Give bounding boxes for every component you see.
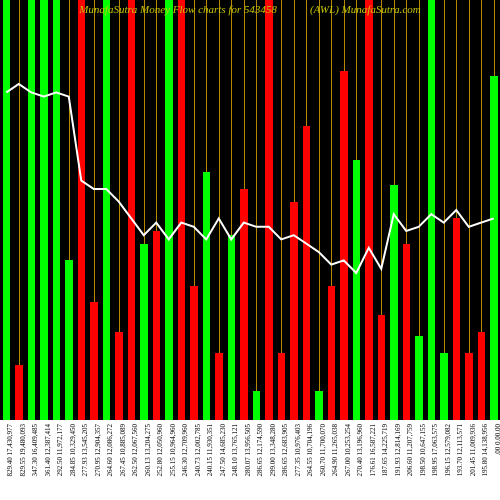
trend-line [0,0,500,420]
price-line [6,84,494,273]
x-axis-labels: 829.40 17,430,977829.55 19,480,093347.30… [0,420,500,500]
chart-title: MunafaSutra Money Flow charts for 543458… [0,4,500,16]
title-left: MunafaSutra Money Flow charts for 543458 [79,4,277,16]
plot-area [0,0,500,420]
x-tick-label: .00 0.00.00 [494,424,500,456]
money-flow-chart: MunafaSutra Money Flow charts for 543458… [0,0,500,500]
title-right: (AWL) MunafaSutra.com [310,4,421,16]
